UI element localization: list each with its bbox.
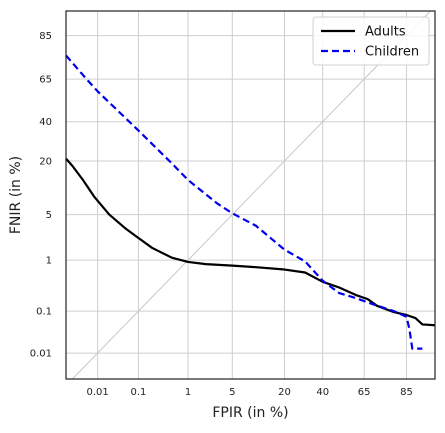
legend-box	[312, 16, 430, 66]
x-tick-label: 65	[358, 387, 371, 398]
legend-label-children: Children	[365, 45, 419, 60]
y-tick-label: 1	[46, 256, 52, 267]
y-tick-label: 0.1	[36, 307, 52, 318]
y-tick-label: 5	[46, 210, 52, 221]
y-tick-label: 0.01	[30, 349, 52, 360]
x-tick-label: 40	[316, 387, 329, 398]
series-layer	[65, 54, 436, 350]
y-tick-label: 85	[39, 31, 52, 42]
x-tick-label: 1	[185, 387, 191, 398]
series-line-children	[65, 54, 423, 350]
y-axis-label: FNIR (in %)	[8, 156, 24, 234]
y-tick-label: 40	[39, 117, 52, 128]
x-tick-label: 20	[278, 387, 291, 398]
legend: Adults Children	[312, 16, 430, 66]
x-tick-label: 0.01	[86, 387, 108, 398]
diagonal-reference-line	[72, 10, 431, 380]
y-tick-label: 20	[39, 156, 52, 167]
x-axis-ticks: 0.01 0.1 1 5 20 40 65 85	[86, 387, 412, 398]
y-axis-ticks: 0.01 0.1 1 5 20 40 65 85	[30, 31, 52, 359]
y-tick-label: 65	[39, 75, 52, 86]
x-tick-label: 5	[229, 387, 235, 398]
plot-frame	[65, 10, 436, 380]
x-tick-label: 85	[400, 387, 413, 398]
grid	[66, 11, 435, 379]
x-tick-label: 0.1	[131, 387, 147, 398]
x-axis-label: FPIR (in %)	[212, 405, 288, 421]
legend-label-adults: Adults	[365, 25, 406, 40]
